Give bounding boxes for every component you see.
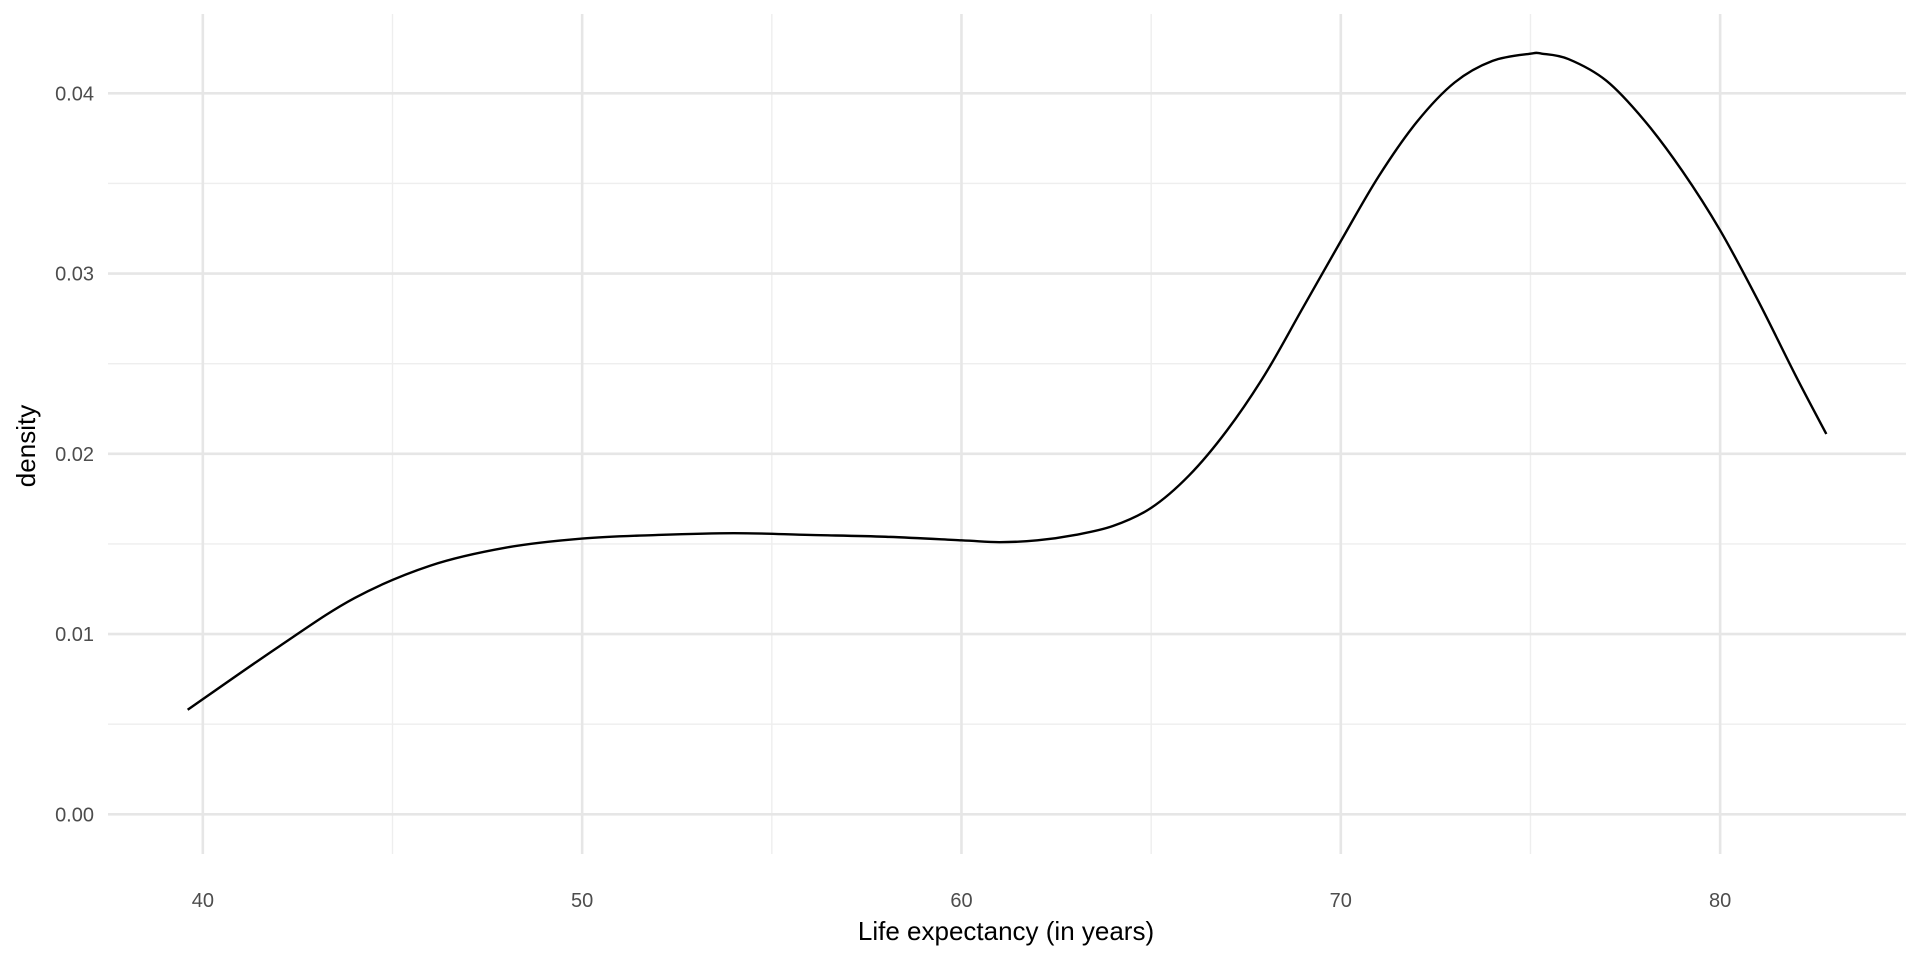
y-tick-label: 0.00 bbox=[55, 804, 94, 826]
x-tick-label: 50 bbox=[571, 890, 593, 912]
y-axis-title: density bbox=[11, 405, 41, 487]
y-tick-label: 0.01 bbox=[55, 624, 94, 646]
grid-lines bbox=[108, 14, 1906, 854]
density-line bbox=[186, 51, 1828, 711]
x-tick-label: 60 bbox=[950, 890, 972, 912]
x-tick-label: 40 bbox=[192, 890, 214, 912]
x-tick-label: 80 bbox=[1709, 890, 1731, 912]
y-tick-label: 0.04 bbox=[55, 83, 94, 105]
density-series bbox=[186, 51, 1828, 711]
x-axis-title: Life expectancy (in years) bbox=[858, 916, 1154, 946]
x-tick-label: 70 bbox=[1330, 890, 1352, 912]
y-tick-label: 0.02 bbox=[55, 444, 94, 466]
y-tick-label: 0.03 bbox=[55, 264, 94, 286]
tick-labels: 40 50 60 70 80 0.00 0.01 0.02 0.03 0.04 bbox=[55, 83, 1731, 912]
